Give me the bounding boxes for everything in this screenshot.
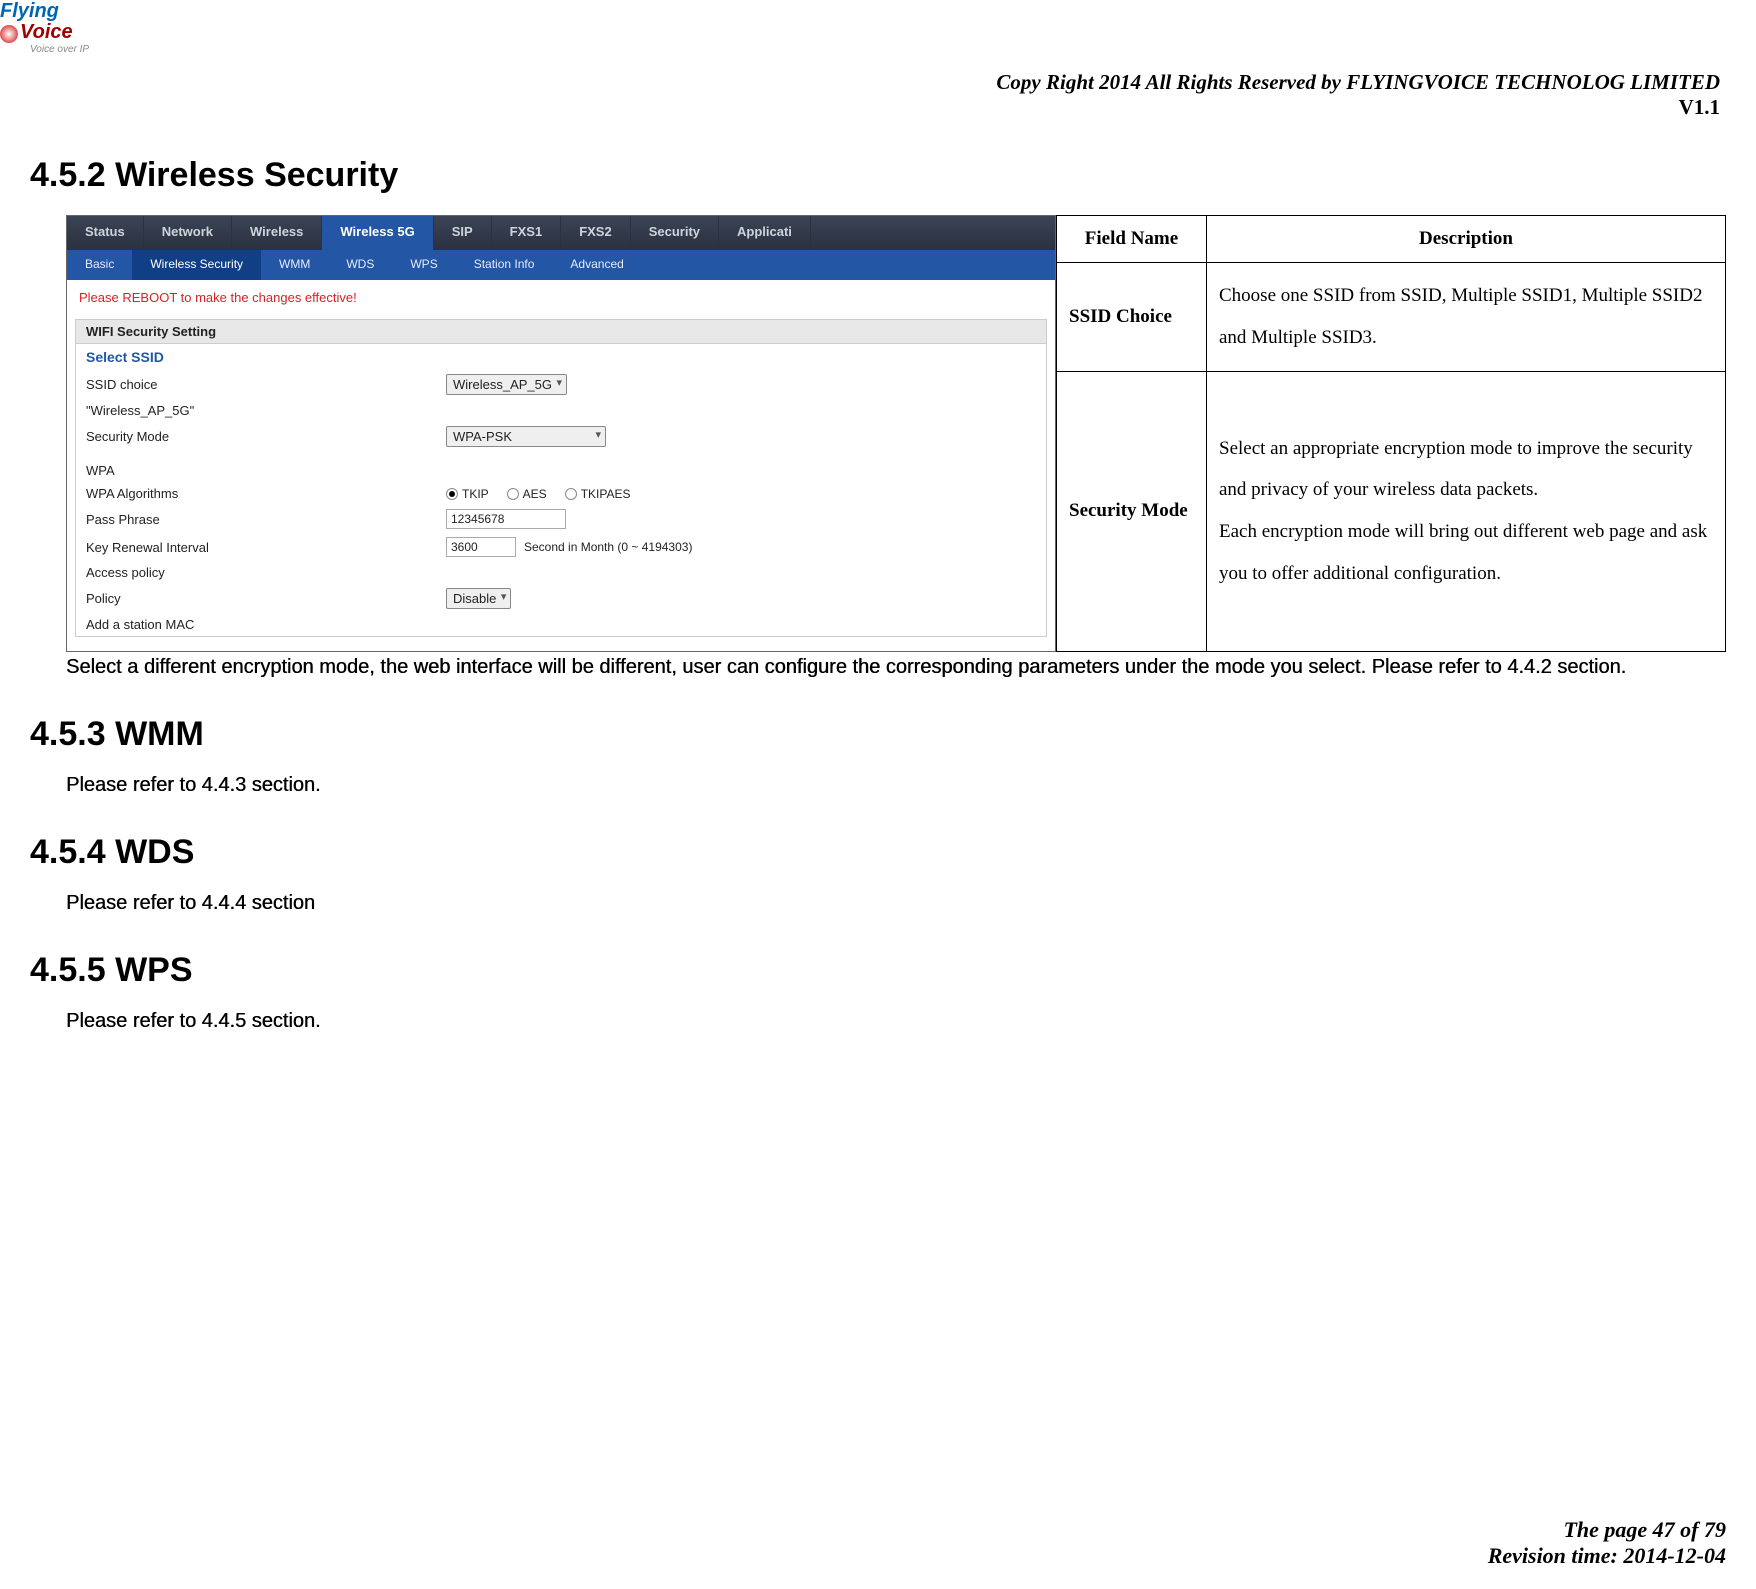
- footer-page: The page 47 of 79: [1488, 1517, 1726, 1543]
- tab-sip[interactable]: SIP: [434, 216, 492, 250]
- select-security-mode[interactable]: WPA-PSK: [446, 426, 606, 447]
- note-wps: Please refer to 4.4.5 section.: [66, 1010, 1726, 1033]
- select-ssid-head: Select SSID: [76, 344, 1046, 370]
- tab-fxs2[interactable]: FXS2: [561, 216, 631, 250]
- panel-body: Select SSID SSID choice Wireless_AP_5G "…: [75, 344, 1047, 637]
- radio-tkip[interactable]: TKIP: [446, 487, 489, 501]
- heading-wireless-security: 4.5.2 Wireless Security: [30, 156, 1726, 195]
- subtab-wps[interactable]: WPS: [392, 250, 455, 280]
- label-security-mode: Security Mode: [86, 429, 446, 444]
- row-ssid-choice-desc: Choose one SSID from SSID, Multiple SSID…: [1207, 263, 1726, 372]
- tab-wireless[interactable]: Wireless: [232, 216, 322, 250]
- key-renewal-suffix: Second in Month (0 ~ 4194303): [524, 540, 692, 554]
- row-security-mode-desc: Select an appropriate encryption mode to…: [1207, 371, 1726, 651]
- select-policy[interactable]: Disable: [446, 588, 511, 609]
- label-ssid-literal: "Wireless_AP_5G": [86, 403, 446, 418]
- tab-fxs1[interactable]: FXS1: [492, 216, 562, 250]
- label-pass-phrase: Pass Phrase: [86, 512, 446, 527]
- label-add-mac: Add a station MAC: [86, 617, 446, 632]
- config-screenshot: Status Network Wireless Wireless 5G SIP …: [66, 215, 1056, 652]
- sub-tabs: Basic Wireless Security WMM WDS WPS Stat…: [67, 250, 1055, 280]
- select-ssid-choice[interactable]: Wireless_AP_5G: [446, 374, 567, 395]
- label-ssid-choice: SSID choice: [86, 377, 446, 392]
- label-wpa-algorithms: WPA Algorithms: [86, 486, 446, 501]
- copyright-text: Copy Right 2014 All Rights Reserved by F…: [30, 70, 1720, 95]
- row-security-mode-name: Security Mode: [1057, 371, 1207, 651]
- label-key-renewal: Key Renewal Interval: [86, 540, 446, 555]
- page-footer: The page 47 of 79 Revision time: 2014-12…: [1488, 1517, 1726, 1569]
- heading-wps: 4.5.5 WPS: [30, 951, 1726, 990]
- subtab-station-info[interactable]: Station Info: [456, 250, 553, 280]
- input-key-renewal[interactable]: 3600: [446, 537, 516, 557]
- version-text: V1.1: [30, 95, 1720, 120]
- heading-wmm: 4.5.3 WMM: [30, 715, 1726, 754]
- note-under-screenshot: Select a different encryption mode, the …: [66, 656, 1756, 679]
- panel-title: WIFI Security Setting: [75, 319, 1047, 344]
- row-ssid-choice-name: SSID Choice: [1057, 263, 1207, 372]
- logo-text-2: Voice: [20, 21, 73, 43]
- subtab-basic[interactable]: Basic: [67, 250, 132, 280]
- subtab-wireless-security[interactable]: Wireless Security: [132, 250, 261, 280]
- label-policy: Policy: [86, 591, 446, 606]
- heading-wds: 4.5.4 WDS: [30, 833, 1726, 872]
- note-wds: Please refer to 4.4.4 section: [66, 892, 1726, 915]
- footer-revision: Revision time: 2014-12-04: [1488, 1543, 1726, 1569]
- tab-status[interactable]: Status: [67, 216, 144, 250]
- field-description-table: Field Name Description SSID Choice Choos…: [1056, 215, 1726, 652]
- logo-text-1: Flying: [0, 0, 59, 22]
- tab-wireless-5g[interactable]: Wireless 5G: [322, 216, 433, 250]
- label-access-policy: Access policy: [86, 565, 446, 580]
- th-description: Description: [1207, 216, 1726, 263]
- main-tabs: Status Network Wireless Wireless 5G SIP …: [67, 216, 1055, 250]
- radio-tkipaes[interactable]: TKIPAES: [565, 487, 631, 501]
- subtab-advanced[interactable]: Advanced: [552, 250, 641, 280]
- note-wmm: Please refer to 4.4.3 section.: [66, 774, 1726, 797]
- th-field-name: Field Name: [1057, 216, 1207, 263]
- subtab-wds[interactable]: WDS: [328, 250, 392, 280]
- brand-logo: Flying Voice Voice over IP: [0, 0, 89, 55]
- subtab-wmm[interactable]: WMM: [261, 250, 328, 280]
- tab-network[interactable]: Network: [144, 216, 232, 250]
- tab-security[interactable]: Security: [631, 216, 719, 250]
- logo-tagline: Voice over IP: [30, 44, 89, 55]
- input-pass-phrase[interactable]: 12345678: [446, 509, 566, 529]
- reboot-notice: Please REBOOT to make the changes effect…: [67, 280, 1055, 315]
- tab-application[interactable]: Applicati: [719, 216, 811, 250]
- label-wpa: WPA: [86, 463, 446, 478]
- radio-aes[interactable]: AES: [507, 487, 547, 501]
